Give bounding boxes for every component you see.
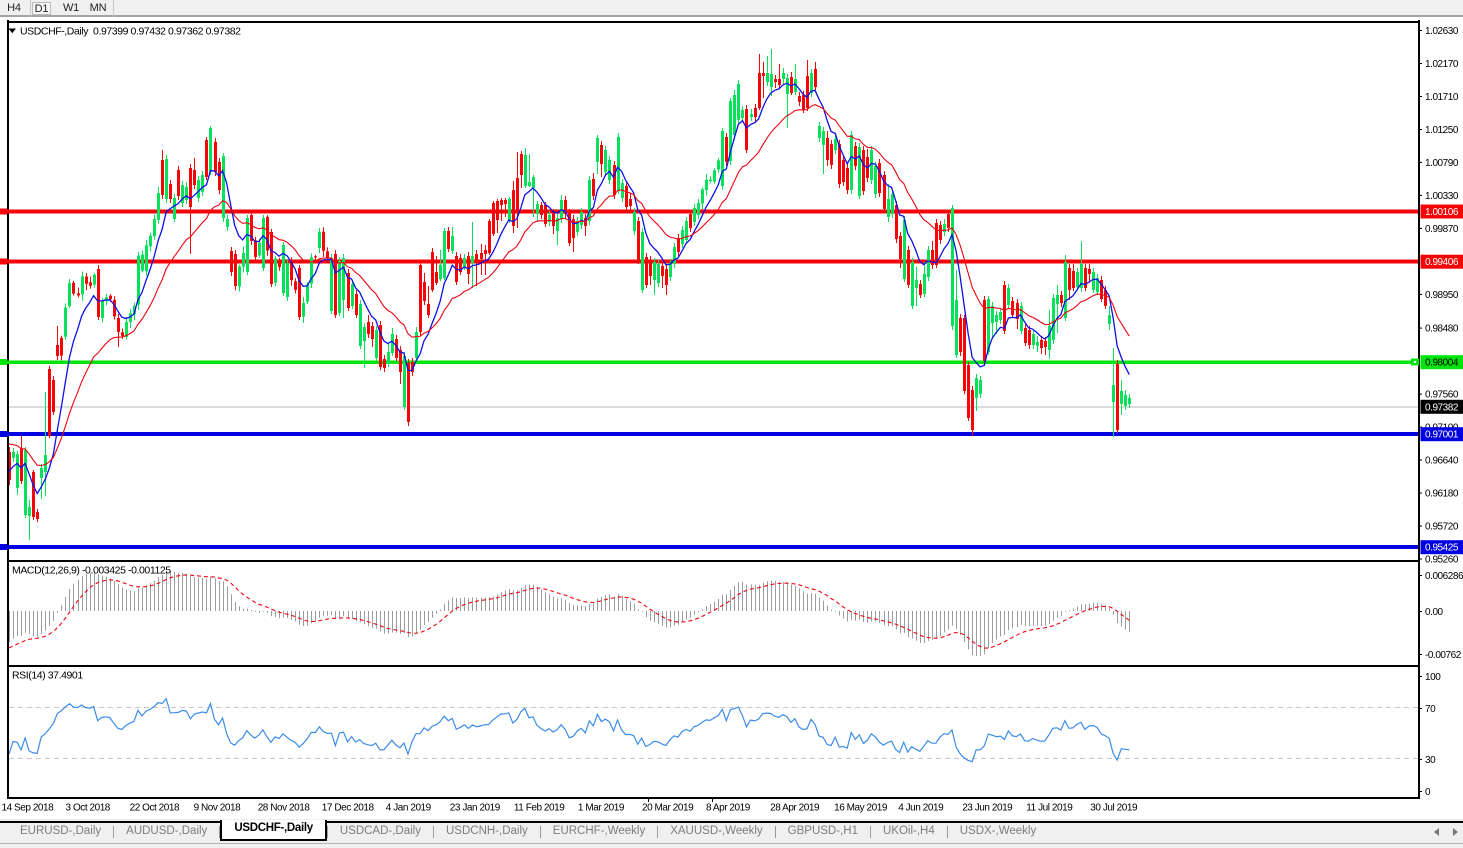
svg-text:70: 70 (1425, 704, 1436, 715)
svg-text:100: 100 (1425, 672, 1441, 683)
svg-text:3 Oct 2018: 3 Oct 2018 (66, 803, 111, 814)
svg-text:8 Apr 2019: 8 Apr 2019 (706, 803, 751, 814)
svg-text:1.02170: 1.02170 (1425, 59, 1459, 70)
svg-text:1.01250: 1.01250 (1425, 125, 1459, 136)
svg-text:11 Jul 2019: 11 Jul 2019 (1026, 803, 1073, 814)
svg-text:0.97001: 0.97001 (1425, 430, 1459, 441)
svg-text:4 Jun 2019: 4 Jun 2019 (898, 803, 944, 814)
svg-text:0.98480: 0.98480 (1425, 324, 1459, 335)
svg-text:0.96180: 0.96180 (1425, 489, 1459, 500)
svg-text:0.97560: 0.97560 (1425, 390, 1459, 401)
svg-text:30 Jul 2019: 30 Jul 2019 (1090, 803, 1138, 814)
svg-text:1.01710: 1.01710 (1425, 92, 1459, 103)
svg-text:0: 0 (1425, 787, 1431, 798)
svg-text:28 Nov 2018: 28 Nov 2018 (258, 803, 311, 814)
svg-text:1.00106: 1.00106 (1425, 207, 1459, 218)
svg-text:0.96640: 0.96640 (1425, 456, 1459, 467)
svg-text:0.99406: 0.99406 (1425, 257, 1459, 268)
svg-text:1.00790: 1.00790 (1425, 158, 1459, 169)
svg-text:4 Jan 2019: 4 Jan 2019 (386, 803, 432, 814)
svg-text:0.006286: 0.006286 (1425, 571, 1463, 582)
svg-text:0.00: 0.00 (1425, 607, 1444, 618)
svg-text:RSI(14) 37.4901: RSI(14) 37.4901 (12, 670, 83, 682)
svg-text:28 Apr 2019: 28 Apr 2019 (770, 803, 820, 814)
svg-text:1 Mar 2019: 1 Mar 2019 (578, 803, 625, 814)
svg-text:MACD(12,26,9) -0.003425 -0.001: MACD(12,26,9) -0.003425 -0.001125 (12, 565, 171, 577)
svg-text:17 Dec 2018: 17 Dec 2018 (322, 803, 375, 814)
svg-text:1.02630: 1.02630 (1425, 26, 1459, 37)
svg-text:0.95720: 0.95720 (1425, 522, 1459, 533)
svg-text:30: 30 (1425, 755, 1436, 766)
svg-text:9 Nov 2018: 9 Nov 2018 (194, 803, 242, 814)
svg-text:USDCHF-,Daily 0.97399 0.97432: USDCHF-,Daily 0.97399 0.97432 0.97362 0.… (20, 26, 241, 38)
svg-text:0.95425: 0.95425 (1425, 543, 1459, 554)
svg-text:0.97382: 0.97382 (1425, 402, 1459, 413)
svg-text:0.95260: 0.95260 (1425, 555, 1459, 566)
svg-text:20 Mar 2019: 20 Mar 2019 (642, 803, 694, 814)
svg-text:23 Jan 2019: 23 Jan 2019 (450, 803, 501, 814)
svg-text:1.00330: 1.00330 (1425, 191, 1459, 202)
svg-text:22 Oct 2018: 22 Oct 2018 (130, 803, 180, 814)
svg-text:-0.00762: -0.00762 (1425, 650, 1462, 661)
svg-text:0.98950: 0.98950 (1425, 290, 1459, 301)
svg-text:0.98004: 0.98004 (1425, 358, 1459, 369)
svg-text:11 Feb 2019: 11 Feb 2019 (514, 803, 565, 814)
svg-text:16 May 2019: 16 May 2019 (834, 803, 888, 814)
svg-text:0.99870: 0.99870 (1425, 224, 1459, 235)
svg-text:14 Sep 2018: 14 Sep 2018 (2, 803, 55, 814)
svg-text:23 Jun 2019: 23 Jun 2019 (962, 803, 1013, 814)
